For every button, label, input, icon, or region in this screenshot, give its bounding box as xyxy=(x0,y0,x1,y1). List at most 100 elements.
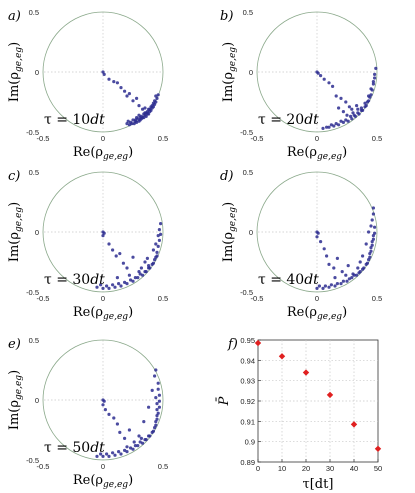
data-point xyxy=(359,108,363,112)
data-point xyxy=(369,224,373,228)
y-axis-label-subscript: ge,eg xyxy=(14,375,24,400)
y-tick-label: 0.9 xyxy=(245,438,255,447)
data-point xyxy=(326,391,334,399)
tau-annotation-unit: dt xyxy=(304,272,319,288)
data-point xyxy=(150,388,154,392)
data-point xyxy=(115,422,119,426)
data-point xyxy=(157,399,161,403)
data-point xyxy=(123,448,127,452)
x-axis-label: Re(ρge,eg) xyxy=(73,305,133,322)
tau-annotation-unit: dt xyxy=(90,272,105,288)
boundary-circle xyxy=(256,171,378,293)
data-point xyxy=(131,255,135,259)
y-axis-label-text: Im(ρge,eg) xyxy=(7,202,24,262)
x-axis-label: Re(ρge,eg) xyxy=(287,145,347,162)
data-point xyxy=(143,106,147,110)
data-point xyxy=(117,282,121,286)
data-point xyxy=(327,125,331,129)
data-point xyxy=(159,222,163,226)
data-point xyxy=(327,81,331,85)
data-point xyxy=(113,453,117,457)
x-axis-label-text: Re(ρge,eg) xyxy=(287,145,347,162)
boundary-circle xyxy=(42,11,164,133)
data-point xyxy=(107,242,111,246)
data-point xyxy=(150,104,154,108)
data-point xyxy=(125,94,129,98)
data-point xyxy=(369,246,373,250)
data-point xyxy=(127,92,131,96)
data-point xyxy=(327,285,331,289)
data-point xyxy=(155,250,159,254)
data-point xyxy=(136,444,140,448)
data-point xyxy=(143,438,147,442)
data-point xyxy=(154,368,158,372)
data-point xyxy=(157,405,161,409)
data-point xyxy=(350,421,358,428)
data-point xyxy=(142,116,146,120)
x-tick-label: 0.5 xyxy=(372,294,382,303)
data-point xyxy=(102,231,106,235)
data-point xyxy=(319,74,323,78)
y-tick-label: -0.5 xyxy=(240,128,253,137)
data-point xyxy=(367,258,371,262)
y-axis-label-part: Im(ρ xyxy=(7,232,22,262)
y-tick-label: 0 xyxy=(249,68,253,77)
data-point xyxy=(133,444,137,448)
y-tick-label: 0.92 xyxy=(240,397,255,406)
polar-panel-4: 0.50-0.5-0.5 0 0.5Re(ρge,eg)Im(ρge,eg)d)τ … xyxy=(220,168,382,322)
y-axis-label-part: ) xyxy=(221,202,236,207)
data-point xyxy=(157,238,161,242)
data-point xyxy=(138,440,142,444)
boundary-circle xyxy=(42,171,164,293)
data-point xyxy=(137,119,141,123)
y-tick-label: -0.5 xyxy=(26,288,39,297)
data-point xyxy=(346,264,350,268)
data-point xyxy=(352,273,356,277)
y-axis-label: Im(ρge,eg) xyxy=(7,370,24,430)
boundary-circle xyxy=(256,11,378,133)
data-point xyxy=(334,94,338,98)
data-point xyxy=(340,270,344,274)
data-point xyxy=(368,252,372,256)
data-point xyxy=(141,107,145,111)
data-point xyxy=(155,408,159,412)
data-point xyxy=(337,123,341,127)
data-point xyxy=(368,95,372,99)
y-axis-label: Im(ρge,eg) xyxy=(221,42,238,102)
data-point xyxy=(374,66,378,70)
y-tick-label: -0.5 xyxy=(26,128,39,137)
data-point xyxy=(373,76,377,80)
data-point xyxy=(147,264,151,268)
data-point xyxy=(371,80,375,84)
data-point xyxy=(103,408,107,412)
y-axis-label-subscript: ge,eg xyxy=(14,207,24,232)
data-point xyxy=(370,243,374,247)
data-point xyxy=(361,254,365,258)
data-point xyxy=(359,106,363,110)
data-point xyxy=(335,256,339,260)
data-point xyxy=(315,286,319,290)
data-point xyxy=(154,396,158,400)
data-point xyxy=(133,118,137,122)
data-point xyxy=(111,451,115,455)
data-point xyxy=(155,417,159,421)
data-point xyxy=(123,89,127,93)
data-point xyxy=(150,262,154,266)
y-tick-label: 0 xyxy=(249,228,253,237)
x-tick-label: 10 xyxy=(278,464,286,473)
y-tick-label: 0 xyxy=(35,68,39,77)
data-point xyxy=(144,114,148,118)
tau-annotation: τ = 20dt xyxy=(258,112,319,128)
data-point xyxy=(156,93,160,97)
data-point xyxy=(356,266,360,270)
data-point xyxy=(107,286,111,290)
data-point xyxy=(138,116,142,120)
data-point xyxy=(363,105,367,109)
data-point xyxy=(333,276,337,280)
y-axis-label: P̄ xyxy=(216,396,232,406)
data-point xyxy=(119,284,123,288)
data-point xyxy=(139,436,143,440)
y-axis-label-text: Im(ρge,eg) xyxy=(221,202,238,262)
data-point xyxy=(373,72,377,76)
tau-annotation-part: τ = 30 xyxy=(44,272,90,288)
